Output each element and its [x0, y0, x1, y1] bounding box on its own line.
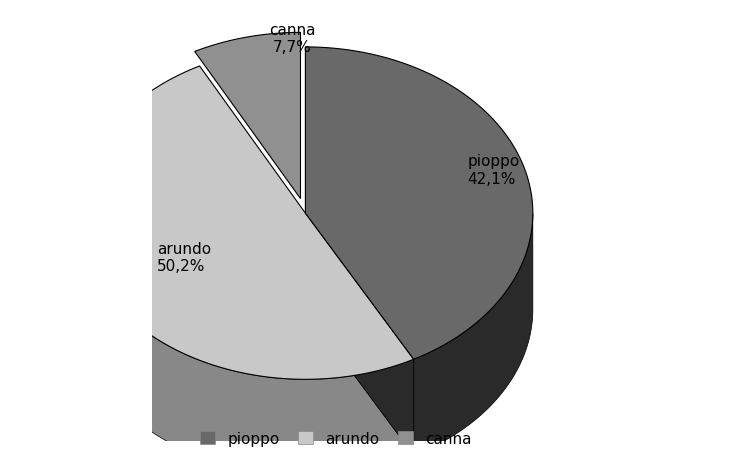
Text: arundo
50,2%: arundo 50,2%	[157, 241, 211, 273]
Legend: pioppo, arundo, canna: pioppo, arundo, canna	[195, 426, 476, 451]
Polygon shape	[78, 67, 414, 379]
Text: canna
7,7%: canna 7,7%	[269, 23, 315, 55]
Polygon shape	[414, 214, 533, 451]
Polygon shape	[306, 48, 533, 359]
Polygon shape	[78, 214, 414, 451]
Text: pioppo
42,1%: pioppo 42,1%	[467, 154, 519, 186]
Polygon shape	[194, 33, 301, 199]
Polygon shape	[306, 214, 414, 451]
Polygon shape	[306, 214, 414, 451]
